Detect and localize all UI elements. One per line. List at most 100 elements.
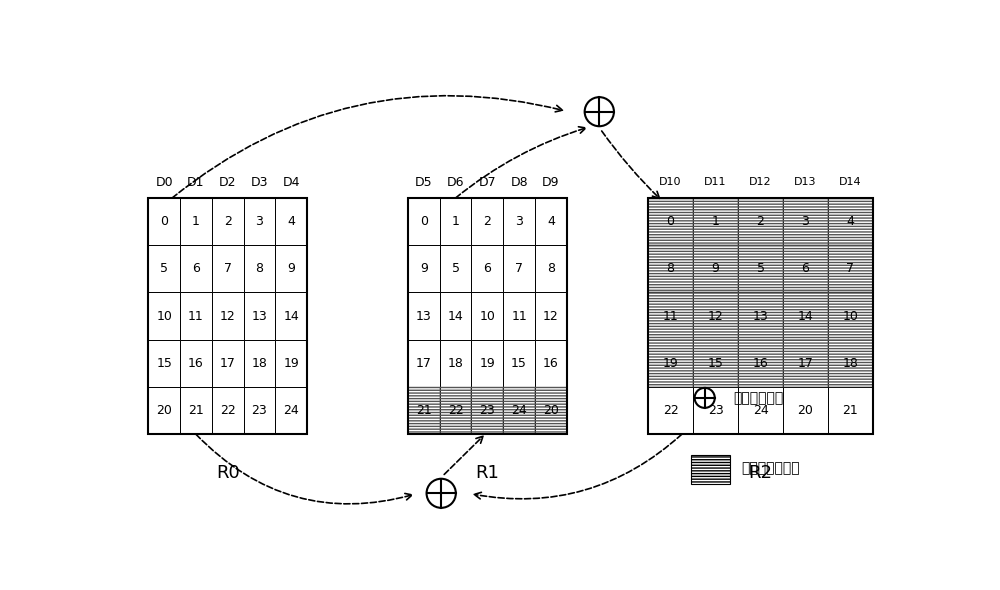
Text: D8: D8 (510, 176, 528, 189)
Bar (244, 245, 275, 293)
Bar (408, 340, 440, 387)
Bar (783, 293, 828, 340)
Bar (828, 293, 873, 340)
Text: 12: 12 (543, 310, 559, 323)
Text: 17: 17 (220, 357, 236, 370)
Bar (783, 340, 828, 387)
Bar (828, 198, 873, 245)
Bar (535, 387, 567, 434)
Text: 0: 0 (667, 215, 675, 228)
Text: 14: 14 (448, 310, 463, 323)
Bar (648, 198, 693, 245)
Bar (738, 245, 783, 293)
Text: 15: 15 (511, 357, 527, 370)
Text: 9: 9 (287, 263, 295, 276)
Text: D13: D13 (794, 177, 817, 187)
Bar (693, 198, 738, 245)
Bar (535, 387, 567, 434)
Bar (828, 293, 873, 340)
Text: D2: D2 (219, 176, 236, 189)
Bar (408, 198, 440, 245)
Text: 16: 16 (188, 357, 204, 370)
Bar (408, 387, 440, 434)
Bar (738, 293, 783, 340)
Bar (440, 340, 471, 387)
Bar (275, 198, 307, 245)
Text: D10: D10 (659, 177, 682, 187)
Bar (471, 340, 503, 387)
Text: 6: 6 (192, 263, 200, 276)
Text: 1: 1 (452, 215, 459, 228)
Bar (471, 245, 503, 293)
Text: 7: 7 (846, 263, 854, 276)
Bar (783, 387, 828, 434)
Text: 22: 22 (663, 404, 678, 417)
Bar (693, 245, 738, 293)
Bar (180, 387, 212, 434)
Bar (738, 245, 783, 293)
Bar (440, 387, 471, 434)
Bar (148, 198, 180, 245)
Text: 22: 22 (448, 404, 463, 417)
Text: 13: 13 (753, 310, 768, 323)
Text: 18: 18 (252, 357, 267, 370)
Bar (738, 293, 783, 340)
Text: 5: 5 (452, 263, 460, 276)
Bar (648, 198, 873, 434)
Text: 1: 1 (712, 215, 719, 228)
Text: 1: 1 (192, 215, 200, 228)
Text: 16: 16 (543, 357, 559, 370)
Text: D11: D11 (704, 177, 727, 187)
Bar (783, 245, 828, 293)
Text: 7: 7 (224, 263, 232, 276)
Text: 10: 10 (156, 310, 172, 323)
Bar (440, 198, 471, 245)
Text: 8: 8 (255, 263, 263, 276)
Text: 3: 3 (256, 215, 263, 228)
Bar (693, 340, 738, 387)
Text: 9: 9 (712, 263, 719, 276)
Text: 5: 5 (757, 263, 765, 276)
Bar (408, 198, 567, 434)
Bar (212, 387, 244, 434)
Text: 15: 15 (708, 357, 723, 370)
Text: 20: 20 (798, 404, 813, 417)
Text: 3: 3 (515, 215, 523, 228)
Text: 12: 12 (708, 310, 723, 323)
Text: 2: 2 (483, 215, 491, 228)
Text: 0: 0 (160, 215, 168, 228)
Text: 23: 23 (479, 404, 495, 417)
Text: 23: 23 (252, 404, 267, 417)
Bar (693, 340, 738, 387)
Text: 17: 17 (416, 357, 432, 370)
Bar (180, 340, 212, 387)
Bar (693, 245, 738, 293)
Bar (535, 245, 567, 293)
Bar (535, 198, 567, 245)
Text: D1: D1 (187, 176, 205, 189)
Bar (212, 245, 244, 293)
Text: R0: R0 (216, 464, 240, 482)
Bar (738, 198, 783, 245)
Bar (180, 293, 212, 340)
Text: 组间编码校验块: 组间编码校验块 (741, 461, 800, 476)
Bar (212, 293, 244, 340)
Bar (535, 340, 567, 387)
Bar (275, 293, 307, 340)
Bar (275, 245, 307, 293)
Text: 14: 14 (283, 310, 299, 323)
Text: 6: 6 (483, 263, 491, 276)
Text: 21: 21 (188, 404, 204, 417)
Bar (783, 293, 828, 340)
Bar (693, 387, 738, 434)
Text: 22: 22 (220, 404, 236, 417)
Text: 14: 14 (798, 310, 813, 323)
Bar (828, 245, 873, 293)
Bar (783, 340, 828, 387)
Bar (148, 387, 180, 434)
Text: D6: D6 (447, 176, 464, 189)
Text: 10: 10 (479, 310, 495, 323)
Text: 5: 5 (160, 263, 168, 276)
Text: 19: 19 (283, 357, 299, 370)
Text: 9: 9 (420, 263, 428, 276)
